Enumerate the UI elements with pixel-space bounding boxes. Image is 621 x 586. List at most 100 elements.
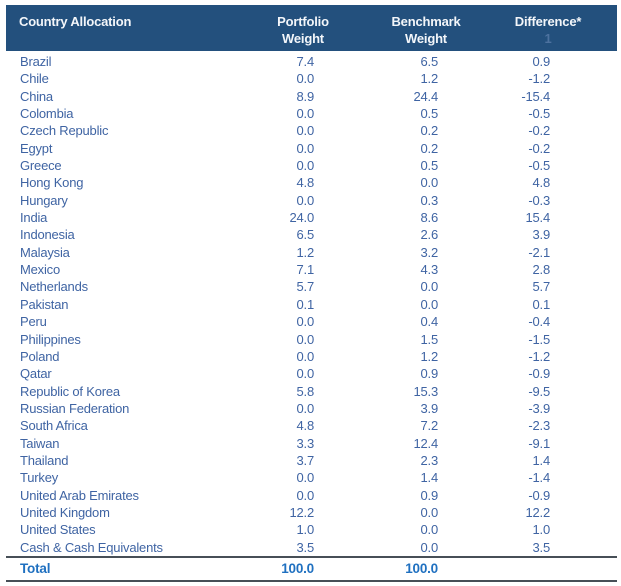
portfolio-weight-cell: 3.3 [296,435,315,451]
difference-cell: 1.4 [532,452,551,468]
portfolio-weight-cell: 5.7 [296,279,315,295]
portfolio-weight-cell: 5.8 [296,383,315,399]
difference-cell: -1.2 [528,71,550,87]
difference-cell: -2.3 [528,418,550,434]
portfolio-weight-cell: 7.1 [296,262,315,278]
row-spacer [550,244,617,261]
difference-cell: 1.0 [532,522,551,538]
country-cell: China [20,88,53,104]
portfolio-weight-cell: 1.2 [296,244,315,260]
portfolio-weight-cell: 0.0 [296,314,315,330]
table-row: Turkey 0.0 1.4 -1.4 [6,469,617,486]
table-row: Czech Republic 0.0 0.2 -0.2 [6,122,617,139]
header-difference-footnote: 1 [544,31,552,46]
portfolio-weight-cell: 0.0 [296,487,315,503]
difference-cell: 0.1 [532,296,551,312]
benchmark-weight-cell: 8.6 [420,210,439,226]
difference-cell: -0.2 [528,123,550,139]
benchmark-weight-cell: 0.0 [420,296,439,312]
country-cell: Peru [20,314,47,330]
row-spacer [550,469,617,486]
benchmark-weight-cell: 3.9 [420,400,439,416]
difference-cell: -0.3 [528,192,550,208]
difference-cell: -0.5 [528,106,550,122]
benchmark-weight-cell: 7.2 [420,418,439,434]
portfolio-weight-cell: 1.0 [296,522,315,538]
country-cell: Taiwan [20,435,60,451]
country-cell: South Africa [20,418,88,434]
row-spacer [550,417,617,434]
portfolio-weight-cell: 0.0 [296,192,315,208]
difference-cell: -1.2 [528,348,550,364]
table-row: Malaysia 1.2 3.2 -2.1 [6,244,617,261]
table-row: South Africa 4.8 7.2 -2.3 [6,417,617,434]
portfolio-weight-cell: 0.1 [296,296,315,312]
table-row: Republic of Korea 5.8 15.3 -9.5 [6,383,617,400]
country-cell: Hong Kong [20,175,84,191]
country-cell: Hungary [20,192,68,208]
header-country-allocation: Country Allocation [19,14,132,29]
benchmark-weight-cell: 1.2 [420,71,439,87]
row-spacer [550,383,617,400]
table-row: Qatar 0.0 0.9 -0.9 [6,365,617,382]
difference-cell: -2.1 [528,244,550,260]
row-spacer [550,348,617,365]
benchmark-weight-cell: 0.0 [420,279,439,295]
portfolio-weight-cell: 0.0 [296,366,315,382]
difference-cell: 12.2 [525,504,550,520]
row-spacer [550,435,617,452]
country-cell: Mexico [20,262,60,278]
table-row: Pakistan 0.1 0.0 0.1 [6,296,617,313]
country-cell: Russian Federation [20,400,130,416]
row-spacer [550,365,617,382]
benchmark-weight-cell: 0.9 [420,487,439,503]
table-row: China 8.9 24.4 -15.4 [6,88,617,105]
country-cell: United States [20,522,96,538]
country-cell: Chile [20,71,49,87]
table-row: Greece 0.0 0.5 -0.5 [6,157,617,174]
benchmark-weight-cell: 12.4 [413,435,438,451]
benchmark-weight-cell: 0.2 [420,123,439,139]
difference-cell: -0.9 [528,487,550,503]
benchmark-weight-cell: 0.5 [420,158,439,174]
row-spacer [550,140,617,157]
table-row: Egypt 0.0 0.2 -0.2 [6,140,617,157]
header-benchmark-line2: Weight [405,31,447,46]
table-row: Taiwan 3.3 12.4 -9.1 [6,435,617,452]
benchmark-weight-cell: 0.5 [420,106,439,122]
table-header: Country Allocation Portfolio Weight Benc… [6,5,617,51]
row-spacer [550,226,617,243]
country-cell: Cash & Cash Equivalents [20,539,163,555]
country-cell: Republic of Korea [20,383,120,399]
benchmark-weight-cell: 2.6 [420,227,439,243]
benchmark-weight-cell: 0.0 [420,522,439,538]
benchmark-weight-cell: 0.0 [420,175,439,191]
row-spacer [550,53,617,70]
table-row: Chile 0.0 1.2 -1.2 [6,70,617,87]
difference-cell: -0.5 [528,158,550,174]
benchmark-weight-cell: 1.4 [420,470,439,486]
benchmark-weight-cell: 15.3 [413,383,438,399]
benchmark-weight-cell: 3.2 [420,244,439,260]
benchmark-weight-cell: 0.0 [420,539,439,555]
table-row: Hong Kong 4.8 0.0 4.8 [6,174,617,191]
header-portfolio-weight: Portfolio Weight [248,13,358,47]
benchmark-weight-cell: 1.5 [420,331,439,347]
header-difference-line1: Difference* [514,14,582,29]
row-spacer [550,521,617,538]
country-cell: Brazil [20,54,52,69]
difference-cell: -0.9 [528,366,550,382]
difference-cell: 2.8 [532,262,551,278]
row-spacer [550,157,617,174]
portfolio-weight-cell: 0.0 [296,470,315,486]
table-row: Philippines 0.0 1.5 -1.5 [6,331,617,348]
benchmark-weight-cell: 1.2 [420,348,439,364]
country-cell: India [20,210,48,226]
portfolio-weight-cell: 0.0 [296,158,315,174]
portfolio-weight-cell: 0.0 [296,71,315,87]
country-cell: Colombia [20,106,74,122]
portfolio-weight-cell: 3.5 [296,539,315,555]
table-row: Netherlands 5.7 0.0 5.7 [6,278,617,295]
benchmark-weight-cell: 0.3 [420,192,439,208]
